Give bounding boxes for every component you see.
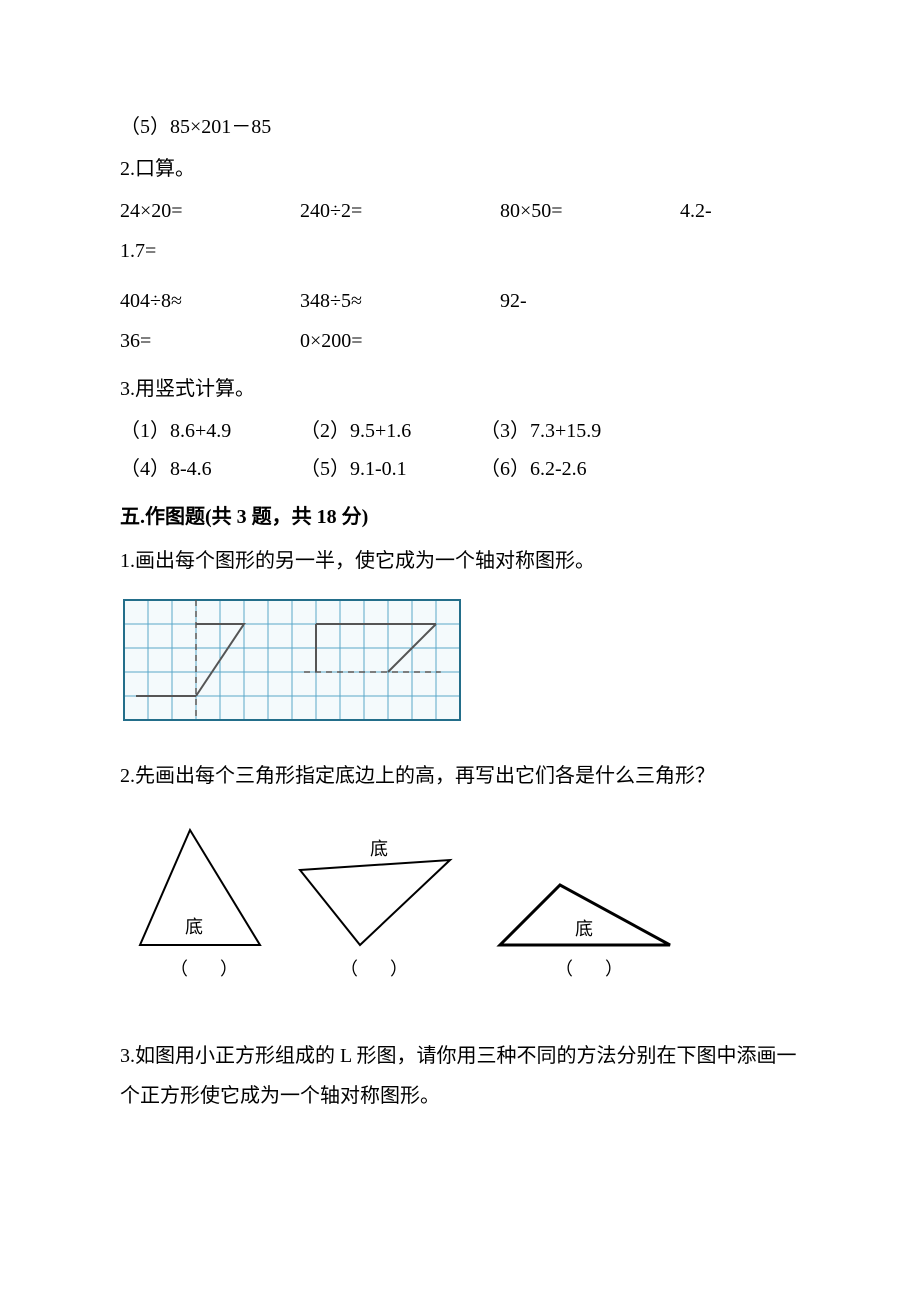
q2-r1-b: 240÷2= <box>300 196 500 226</box>
q1-item-5-text: （5）85×201－85 <box>120 116 271 138</box>
q2-r2-c: 92- <box>500 286 680 316</box>
spacer <box>120 266 800 276</box>
s5-q2-text: 2.先画出每个三角形指定底边上的高，再写出它们各是什么三角形？ <box>120 761 800 791</box>
svg-text:（: （ <box>340 959 358 979</box>
q2-row-2: 404÷8≈ 348÷5≈ 92- <box>120 286 800 316</box>
q2-r2b-a: 36= <box>120 326 300 356</box>
q2-row-2b: 36= 0×200= <box>120 326 800 356</box>
s5-q3-text: 3.如图用小正方形组成的 L 形图，请你用三种不同的方法分别在下图中添画一个正方… <box>120 1036 800 1116</box>
q3-row-1: （1）8.6+4.9 （2）9.5+1.6 （3）7.3+15.9 <box>120 416 800 446</box>
svg-text:）: ） <box>605 959 623 979</box>
q3-r2-c: （6）6.2-2.6 <box>480 454 660 484</box>
svg-text:底: 底 <box>370 839 388 859</box>
q2-row-1: 24×20= 240÷2= 80×50= 4.2- <box>120 196 800 226</box>
q3-row-2: （4）8-4.6 （5）9.1-0.1 （6）6.2-2.6 <box>120 454 800 484</box>
q1-item-5: （5）85×201－85 <box>120 112 800 142</box>
q2-r2b-b: 0×200= <box>300 326 480 356</box>
q2-r1-a: 24×20= <box>120 196 300 226</box>
q3-r2-a: （4）8-4.6 <box>120 454 300 484</box>
triangles-figure: 底（）底（）底（） <box>120 815 720 995</box>
s5-q2-figure: 底（）底（）底（） <box>120 815 800 1004</box>
q3-r1-a: （1）8.6+4.9 <box>120 416 300 446</box>
q2-title: 2.口算。 <box>120 154 800 184</box>
s5-q1-text: 1.画出每个图形的另一半，使它成为一个轴对称图形。 <box>120 546 800 576</box>
svg-text:（: （ <box>555 959 573 979</box>
q2-r2-a: 404÷8≈ <box>120 286 300 316</box>
grid-figure <box>120 596 464 724</box>
svg-text:底: 底 <box>185 917 203 937</box>
svg-text:（: （ <box>170 959 188 979</box>
svg-text:）: ） <box>390 959 408 979</box>
q3-r2-b: （5）9.1-0.1 <box>300 454 480 484</box>
svg-text:）: ） <box>220 959 238 979</box>
page: （5）85×201－85 2.口算。 24×20= 240÷2= 80×50= … <box>0 0 920 1302</box>
q3-title: 3.用竖式计算。 <box>120 374 800 404</box>
q3-r1-c: （3）7.3+15.9 <box>480 416 660 446</box>
section-5-title: 五.作图题(共 3 题，共 18 分) <box>120 502 800 532</box>
s5-q1-figure <box>120 596 800 733</box>
q2-r1-d: 4.2- <box>680 196 800 226</box>
q2-r1-c: 80×50= <box>500 196 680 226</box>
q3-r1-b: （2）9.5+1.6 <box>300 416 480 446</box>
q2-row-1b: 1.7= <box>120 236 800 266</box>
svg-text:底: 底 <box>575 919 593 939</box>
q2-r2-b: 348÷5≈ <box>300 286 500 316</box>
